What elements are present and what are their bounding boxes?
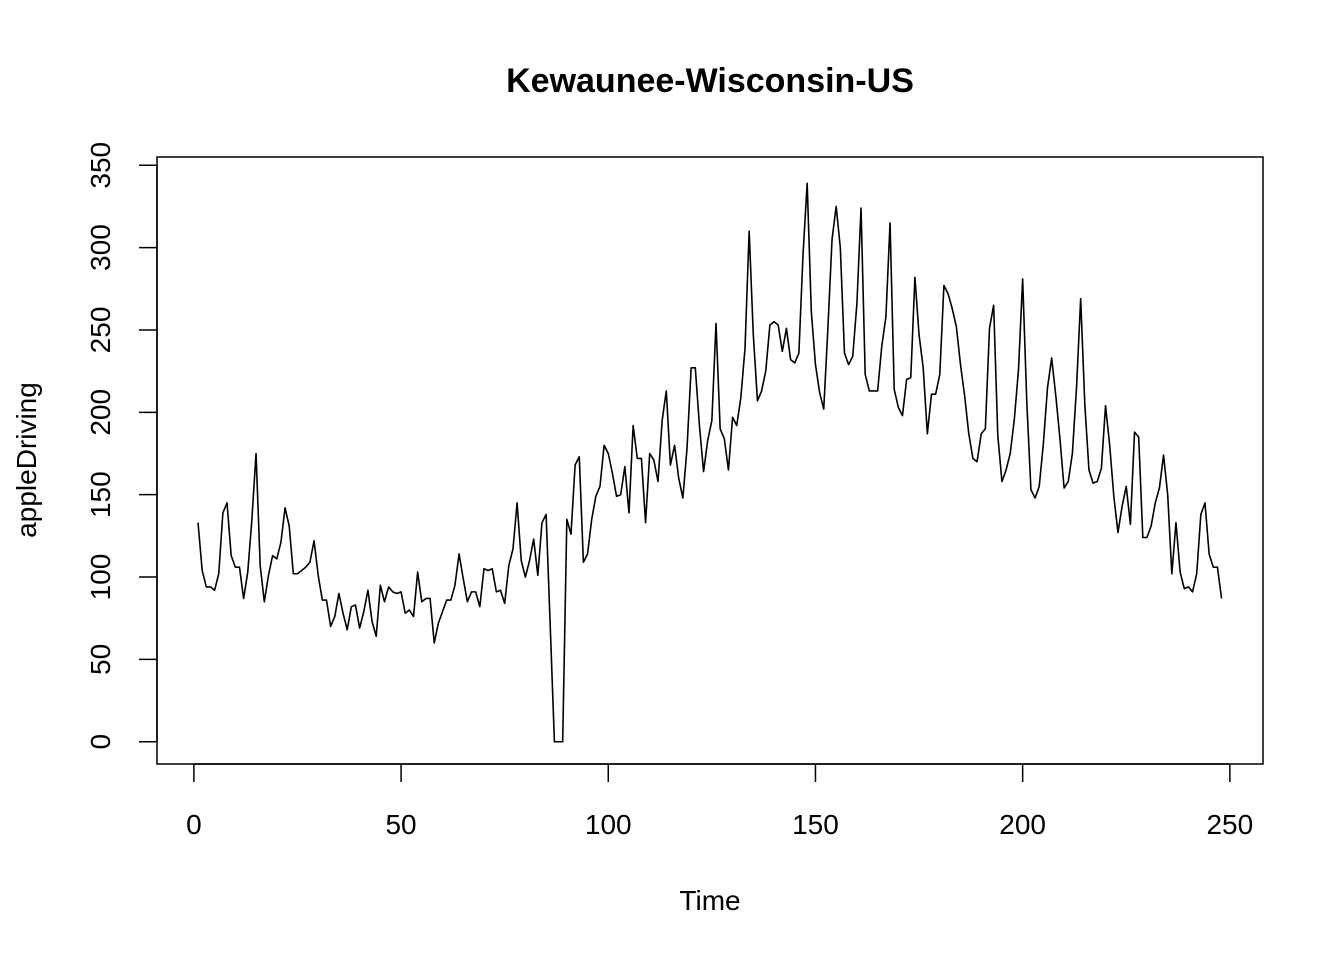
y-tick-label: 250 [85,307,116,354]
x-tick-label: 200 [999,809,1046,840]
y-tick-label: 200 [85,389,116,436]
plot-area [197,182,1223,743]
y-tick-label: 50 [85,644,116,675]
y-tick-label: 350 [85,142,116,189]
y-axis-label: appleDriving [11,382,42,538]
y-axis: 0 50 100 150 200 250 300 350 [85,142,158,750]
x-tick-label: 250 [1206,809,1253,840]
plot-frame [156,156,1264,765]
y-tick-label: 300 [85,224,116,271]
series-line [197,182,1223,743]
x-tick-label: 150 [792,809,839,840]
x-tick-label: 50 [385,809,416,840]
y-tick-label: 150 [85,471,116,518]
x-tick-label: 100 [585,809,632,840]
x-axis-label: Time [679,885,740,916]
x-tick-label: 0 [186,809,202,840]
y-tick-label: 0 [85,734,116,750]
chart-title: Kewaunee-Wisconsin-US [506,62,914,100]
y-tick-label: 100 [85,554,116,601]
x-axis: 0 50 100 150 200 250 [186,763,1253,840]
